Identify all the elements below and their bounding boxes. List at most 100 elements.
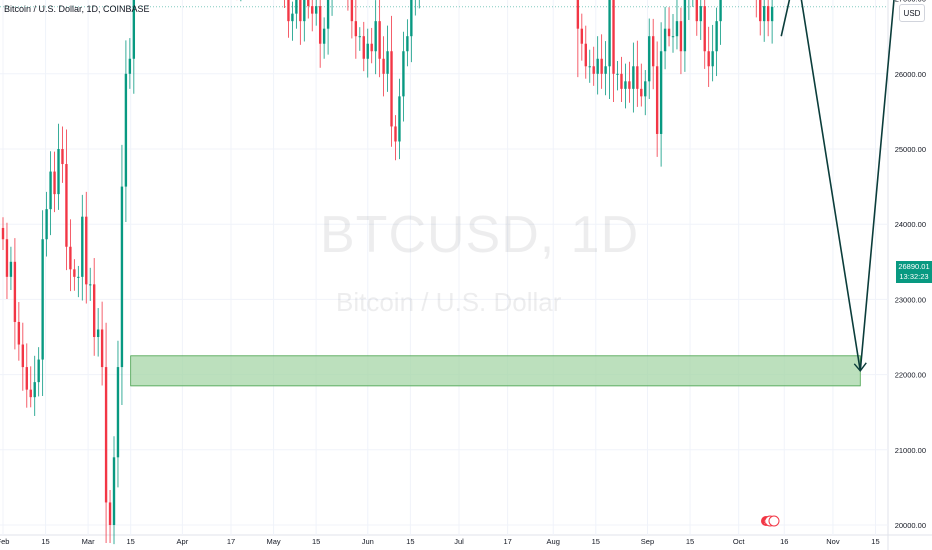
price-axis[interactable]: 20000.00 21000.00 22000.00 23000.00 24000.00…: [895, 0, 926, 530]
candle-body: [13, 261, 17, 322]
candle: [350, 0, 354, 39]
price-tick-label: 20000.00: [895, 521, 926, 530]
candle-body: [295, 0, 298, 14]
candle: [85, 191, 88, 304]
currency-button[interactable]: USD: [899, 4, 925, 22]
candle-body: [318, 6, 322, 44]
candle-body: [307, 0, 310, 7]
flag-icon[interactable]: ⚡: [761, 515, 780, 527]
candle-body: [588, 66, 591, 68]
candle-body: [108, 502, 112, 525]
candle-body: [73, 269, 76, 277]
candle: [41, 210, 44, 397]
candle-body: [120, 186, 124, 368]
price-tick-label: 26000.00: [895, 70, 926, 79]
candle-body: [695, 0, 698, 22]
candle-body: [604, 66, 607, 74]
time-axis[interactable]: Feb 15 Mar 15 Apr 17 May 15 Jun 15 Jul 17 Aug 15 Sep 15…: [0, 537, 880, 546]
candle: [402, 31, 405, 122]
candle-body: [128, 58, 132, 74]
candle-body: [53, 171, 56, 195]
price-tick-label: 22000.00: [895, 371, 926, 380]
price-tick-label: 24000.00: [895, 220, 926, 229]
time-tick-label: 15: [592, 537, 600, 546]
candle-body: [620, 73, 623, 89]
candle-body: [759, 0, 762, 22]
candle: [49, 151, 52, 236]
candle-body: [311, 6, 314, 14]
candle: [679, 7, 683, 75]
candle: [703, 0, 706, 69]
candle: [719, 0, 722, 45]
candle-body: [659, 51, 663, 134]
candle-body: [398, 96, 401, 142]
candle-body: [715, 21, 718, 52]
support-zone-layer: [130, 355, 861, 387]
candle-body: [366, 43, 369, 59]
candle-body: [299, 0, 302, 22]
candle: [307, 0, 310, 19]
candle: [624, 63, 627, 109]
candle-body: [596, 58, 599, 74]
time-tick-label: 15: [312, 537, 320, 546]
event-icons[interactable]: ⚡: [761, 515, 780, 527]
candle-body: [25, 367, 28, 390]
candle-body: [17, 321, 21, 345]
candle: [648, 18, 651, 99]
candle: [671, 14, 675, 53]
candle: [580, 13, 584, 61]
candle: [347, 0, 349, 11]
candle: [1, 217, 5, 250]
candle: [378, 0, 381, 78]
candle: [414, 0, 416, 16]
candle: [81, 194, 84, 301]
candle: [584, 25, 587, 79]
candle-body: [663, 28, 667, 52]
time-tick-label: Jul: [454, 537, 464, 546]
candle-body: [112, 457, 116, 525]
time-tick-label: 15: [686, 537, 694, 546]
candle: [77, 265, 80, 298]
time-tick-label: Nov: [826, 537, 840, 546]
last-price-value: 26890.01: [898, 262, 930, 271]
candle-body: [41, 239, 44, 360]
price-tick-label: 25000.00: [895, 145, 926, 154]
candle-body: [410, 0, 413, 37]
candle-body: [322, 28, 326, 44]
candle: [640, 63, 643, 107]
candle-body: [33, 382, 36, 398]
candle: [303, 0, 306, 42]
candle-body: [394, 126, 397, 142]
candle: [17, 302, 21, 361]
candle-body: [85, 216, 88, 285]
candle-body: [350, 0, 354, 22]
candle: [370, 27, 373, 64]
candle: [69, 219, 72, 292]
candle: [410, 0, 413, 63]
candle: [394, 115, 397, 161]
candle-body: [719, 0, 722, 22]
candle: [695, 0, 698, 36]
candle-body: [406, 36, 409, 52]
candle: [711, 24, 714, 82]
symbol-title[interactable]: Bitcoin / U.S. Dollar, 1D, COINBASE: [4, 4, 150, 14]
candle-body: [648, 36, 651, 82]
candle: [683, 0, 687, 72]
candle: [295, 0, 298, 29]
candle: [699, 0, 702, 40]
candle: [104, 322, 108, 544]
candle: [770, 0, 774, 44]
candle-body: [628, 81, 631, 89]
candle-body: [386, 51, 389, 74]
projection-path[interactable]: [780, 0, 924, 371]
watermark-name: Bitcoin / U.S. Dollar: [336, 287, 562, 317]
support-zone-rect[interactable]: [130, 355, 861, 387]
candle-body: [703, 6, 706, 52]
candle-body: [370, 43, 373, 52]
candle: [29, 366, 32, 408]
candle: [240, 0, 242, 2]
candle: [576, 0, 580, 78]
candle: [61, 126, 64, 183]
